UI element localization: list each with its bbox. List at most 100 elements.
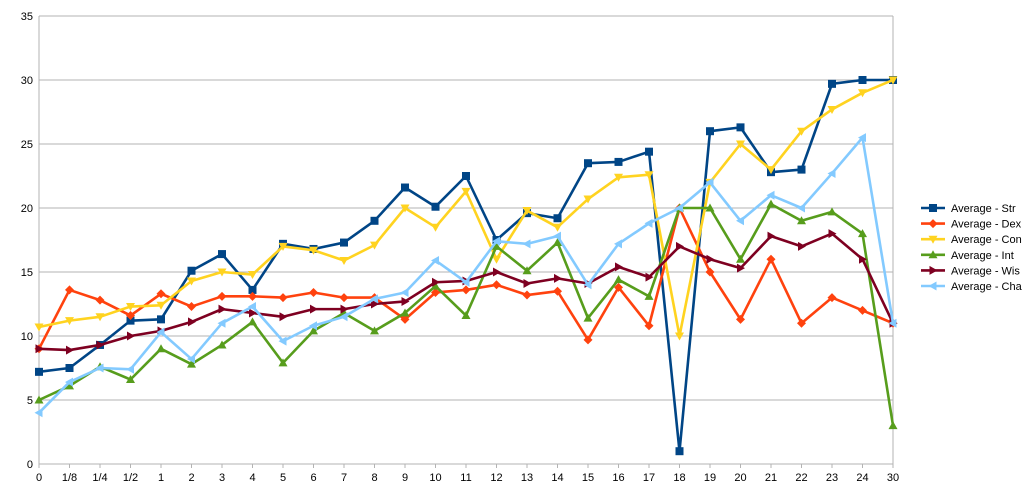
data-point <box>278 358 288 367</box>
data-point <box>370 294 378 304</box>
data-point <box>583 195 593 204</box>
data-point <box>35 367 43 376</box>
x-tick-label: 13 <box>521 472 533 484</box>
data-point <box>493 267 501 277</box>
x-tick-label: 2 <box>188 472 194 484</box>
data-point <box>309 246 318 255</box>
data-point <box>218 304 227 314</box>
x-tick-label: 5 <box>280 472 286 484</box>
x-tick-label: 3 <box>219 472 225 484</box>
data-point <box>644 291 654 300</box>
data-point <box>96 340 105 350</box>
x-tick-label: 12 <box>490 472 502 484</box>
legend-label: Average - Str <box>951 203 1016 215</box>
data-point <box>645 272 654 282</box>
data-point <box>156 301 166 310</box>
data-point <box>278 242 288 251</box>
data-point <box>126 316 135 325</box>
data-point <box>218 250 226 259</box>
data-point <box>278 336 287 346</box>
legend-swatch-marker <box>929 265 938 275</box>
data-point <box>157 315 165 324</box>
data-point <box>858 229 867 238</box>
data-point <box>492 241 501 250</box>
y-tick-label: 5 <box>27 395 33 407</box>
data-point <box>827 105 837 114</box>
data-point <box>766 254 776 264</box>
x-tick-label: 23 <box>826 472 838 484</box>
data-point <box>339 312 348 322</box>
x-tick-label: 24 <box>856 472 868 484</box>
series-line <box>37 206 894 350</box>
data-point <box>736 314 745 324</box>
data-point <box>187 266 196 275</box>
grid-lines <box>39 15 893 465</box>
data-point <box>766 190 775 200</box>
data-point <box>339 293 349 303</box>
data-point <box>858 76 867 84</box>
data-point <box>859 254 867 264</box>
x-tick-label: 16 <box>612 472 624 484</box>
series-average-cha <box>34 133 897 418</box>
legend-item: Average - Wis <box>921 265 1020 277</box>
y-tick-label: 15 <box>21 267 33 279</box>
data-point <box>371 299 379 309</box>
data-point <box>644 218 653 228</box>
data-point <box>461 311 471 320</box>
data-point <box>156 327 165 337</box>
data-point <box>766 199 776 208</box>
series-line <box>38 78 893 453</box>
data-point <box>553 214 562 223</box>
data-point <box>95 295 105 305</box>
data-point <box>888 76 898 85</box>
x-tick-label: 10 <box>429 472 441 484</box>
data-point <box>614 282 623 292</box>
data-point <box>278 293 288 303</box>
data-point <box>766 166 776 175</box>
data-point <box>554 273 562 283</box>
data-point <box>615 262 623 272</box>
data-point <box>706 254 715 264</box>
data-point <box>675 203 683 213</box>
data-point <box>523 279 532 289</box>
x-tick-label: 22 <box>795 472 807 484</box>
data-point <box>432 277 440 287</box>
data-point <box>401 183 409 192</box>
data-point <box>858 133 866 143</box>
data-point <box>217 268 227 277</box>
data-point <box>217 318 226 328</box>
data-point <box>614 173 623 182</box>
data-point <box>249 308 257 318</box>
data-point <box>400 287 409 297</box>
data-point <box>583 335 593 345</box>
x-tick-label: 4 <box>249 472 255 484</box>
data-point <box>676 241 684 251</box>
data-point <box>614 157 623 166</box>
legend-label: Average - Wis <box>951 265 1020 277</box>
data-point <box>370 216 379 225</box>
data-point <box>644 171 654 180</box>
data-point <box>248 291 257 301</box>
data-point <box>248 271 257 280</box>
data-point <box>217 340 227 349</box>
x-tick-label: 9 <box>402 472 408 484</box>
legend-item: Average - Str <box>921 203 1016 215</box>
data-point <box>614 275 623 284</box>
data-point <box>126 311 135 321</box>
data-point <box>34 395 44 404</box>
data-point <box>797 165 806 174</box>
x-tick-label: 19 <box>704 472 716 484</box>
data-point <box>431 202 440 211</box>
data-point <box>675 447 684 456</box>
data-point <box>645 147 653 156</box>
data-point <box>431 287 440 297</box>
data-point <box>126 364 134 374</box>
data-point <box>827 207 837 216</box>
data-point <box>65 317 74 326</box>
legend-swatch-marker <box>928 235 938 244</box>
y-tick-label: 25 <box>21 139 33 151</box>
legend-swatch-marker <box>928 281 937 291</box>
data-point <box>522 207 532 216</box>
legend-label: Average - Dex <box>951 219 1022 231</box>
legend-swatch-marker <box>928 250 938 259</box>
